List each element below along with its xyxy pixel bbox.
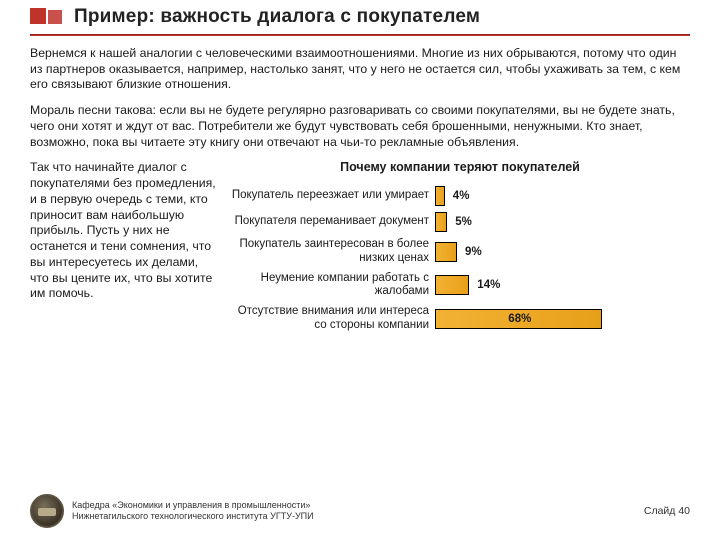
header: Пример: важность диалога с покупателем [30, 0, 690, 32]
dept-line-1: Кафедра «Экономики и управления в промыш… [72, 500, 314, 511]
paragraph-2: Мораль песни такова: если вы не будете р… [30, 103, 690, 150]
chart-region: Почему компании теряют покупателей Покуп… [230, 160, 690, 338]
chart-bar-value: 14% [473, 275, 500, 295]
chart-bar-area: 4% [435, 186, 690, 206]
chart-row: Покупателя переманивает документ 5% [230, 212, 690, 232]
chart-bar-area: 68% [435, 309, 690, 329]
paragraph-3: Так что начинайте диалог с покупателями … [30, 160, 220, 302]
page-title: Пример: важность диалога с покупателем [74, 6, 480, 28]
chart-bar [435, 242, 457, 262]
dept-caption: Кафедра «Экономики и управления в промыш… [72, 500, 314, 523]
chart-bar-area: 14% [435, 275, 690, 295]
chart-row: Покупатель заинтересован в более низких … [230, 238, 690, 266]
title-divider [30, 34, 690, 36]
dept-emblem-icon [30, 494, 64, 528]
chart-bar-area: 9% [435, 242, 690, 262]
chart-title: Почему компании теряют покупателей [230, 160, 690, 176]
chart-row: Покупатель переезжает или умирает 4% [230, 186, 690, 206]
chart-bar [435, 186, 445, 206]
chart-bar-value: 68% [504, 309, 531, 329]
footer: Кафедра «Экономики и управления в промыш… [30, 494, 690, 528]
chart-bar-value: 9% [461, 242, 482, 262]
chart-row-label: Покупателя переманивает документ [230, 215, 435, 229]
paragraph-1: Вернемся к нашей аналогии с человеческим… [30, 46, 690, 93]
footer-left: Кафедра «Экономики и управления в промыш… [30, 494, 314, 528]
left-column: Так что начинайте диалог с покупателями … [30, 160, 230, 338]
bar-chart: Покупатель переезжает или умирает4%Покуп… [230, 186, 690, 333]
chart-row-label: Неумение компании работать с жалобами [230, 272, 435, 300]
chart-row: Отсутствие внимания или интереса со стор… [230, 305, 690, 333]
slide-number: Слайд 40 [644, 505, 690, 517]
logo-icon [30, 8, 66, 26]
chart-row-label: Покупатель заинтересован в более низких … [230, 238, 435, 266]
chart-row: Неумение компании работать с жалобами 14% [230, 272, 690, 300]
two-column-region: Так что начинайте диалог с покупателями … [30, 160, 690, 338]
chart-bar-value: 4% [449, 186, 470, 206]
slide: Пример: важность диалога с покупателем В… [0, 0, 720, 540]
chart-row-label: Покупатель переезжает или умирает [230, 189, 435, 203]
chart-row-label: Отсутствие внимания или интереса со стор… [230, 305, 435, 333]
chart-bar-area: 5% [435, 212, 690, 232]
dept-line-2: Нижнетагильского технологического инстит… [72, 511, 314, 522]
chart-bar-value: 5% [451, 212, 472, 232]
chart-bar [435, 275, 469, 295]
chart-bar [435, 212, 447, 232]
